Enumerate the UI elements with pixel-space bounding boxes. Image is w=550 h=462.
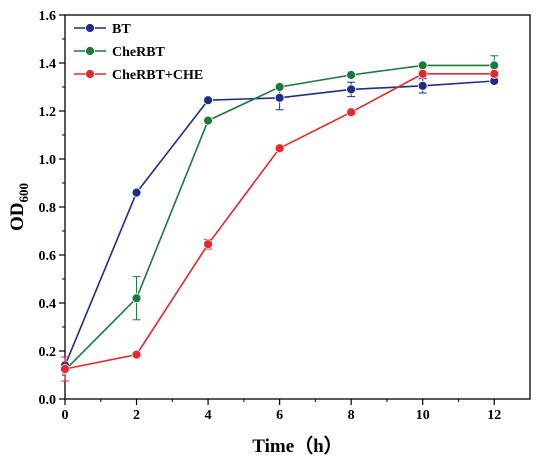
y-axis-title-subscript: 600 <box>16 183 31 203</box>
series-cherbt-che <box>60 68 500 382</box>
data-point <box>203 95 213 106</box>
data-point <box>346 70 357 80</box>
x-tick-label: 6 <box>276 408 283 423</box>
data-point <box>274 143 285 154</box>
legend-swatch-marker <box>85 46 95 56</box>
x-tick-label: 4 <box>205 408 212 423</box>
series-bt <box>60 76 500 371</box>
x-tick-label: 12 <box>487 408 501 423</box>
data-point <box>417 60 428 71</box>
legend-swatch-marker <box>85 23 95 33</box>
data-point <box>131 293 142 304</box>
legend-swatch-marker <box>85 69 95 79</box>
y-axis-title-main: OD <box>7 203 28 232</box>
y-axis-title: OD600 <box>7 183 31 231</box>
data-point <box>417 68 428 79</box>
y-tick-label: 1.0 <box>39 153 57 168</box>
y-tick-label: 0.2 <box>39 345 57 360</box>
data-point <box>417 80 428 91</box>
y-axis: 0.0 0.2 0.4 0.6 0.8 1.0 1.2 1.4 1.6 <box>39 9 65 408</box>
series-line <box>64 80 495 366</box>
y-tick-label: 1.4 <box>39 57 57 72</box>
x-tick-label: 0 <box>62 408 69 423</box>
data-point <box>60 364 70 374</box>
data-point <box>489 68 500 79</box>
x-tick-label: 8 <box>348 408 355 423</box>
x-tick-label: 10 <box>416 408 430 423</box>
x-axis: 0 2 4 6 8 10 12 <box>62 399 501 423</box>
data-point <box>131 187 142 198</box>
data-point <box>203 115 213 126</box>
legend-item: CheRBT+CHE <box>74 68 203 83</box>
y-tick-label: 0.4 <box>39 297 57 312</box>
y-tick-label: 0.8 <box>39 201 57 216</box>
legend-item: BT <box>74 22 131 37</box>
legend: BT CheRBT CheRBT+CHE <box>74 22 203 83</box>
x-tick-label: 2 <box>133 408 140 423</box>
data-point <box>203 239 213 250</box>
legend-label: CheRBT+CHE <box>112 68 203 83</box>
data-point <box>274 92 285 103</box>
series-line <box>64 73 495 370</box>
y-tick-label: 1.6 <box>39 9 57 24</box>
y-tick-label: 0.0 <box>39 393 57 408</box>
data-point <box>131 349 142 360</box>
data-point <box>346 84 357 95</box>
series-line <box>64 64 495 371</box>
legend-label: BT <box>112 22 131 37</box>
y-tick-label: 0.6 <box>39 249 57 264</box>
data-point <box>489 60 500 71</box>
legend-item: CheRBT <box>74 45 166 60</box>
series-layer <box>60 55 500 382</box>
data-point <box>274 82 285 92</box>
x-axis-title: Time（h） <box>252 434 342 457</box>
data-point <box>346 107 357 118</box>
y-tick-label: 1.2 <box>39 105 57 120</box>
legend-label: CheRBT <box>112 45 166 60</box>
